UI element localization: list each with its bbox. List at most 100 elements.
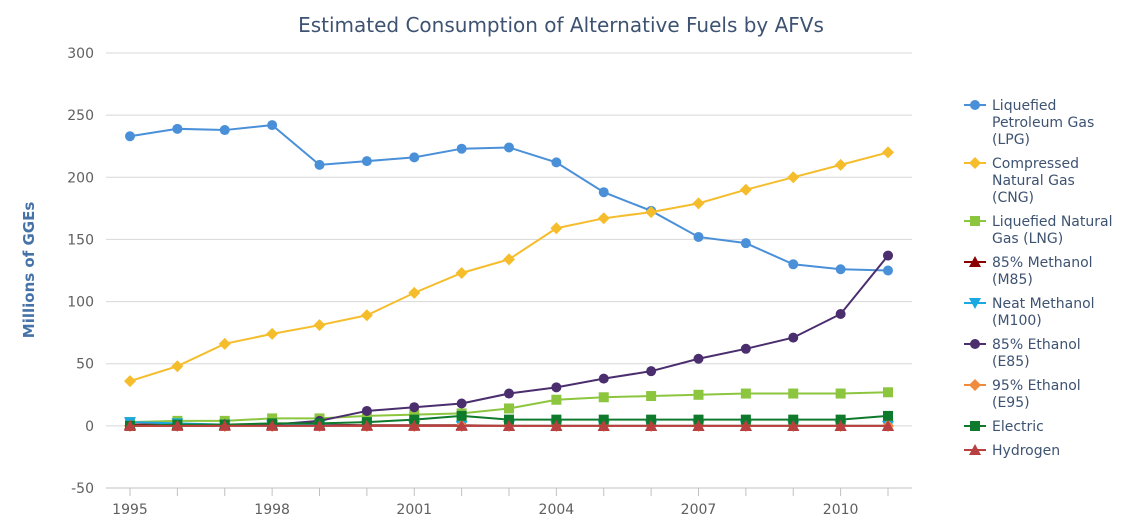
data-point: [361, 405, 372, 416]
data-point: [788, 414, 799, 425]
data-point: [313, 319, 326, 332]
data-point: [124, 375, 136, 388]
data-point: [883, 410, 893, 421]
legend-item[interactable]: Electric: [964, 419, 1044, 435]
data-point: [835, 414, 846, 425]
legend-label: Hydrogen: [992, 443, 1060, 459]
legend-label: 85% Methanol: [992, 255, 1093, 271]
chart-title: Estimated Consumption of Alternative Fue…: [298, 13, 824, 37]
y-tick-label: 100: [67, 295, 94, 311]
data-point: [171, 360, 184, 373]
data-point: [408, 286, 421, 299]
data-point: [360, 419, 373, 431]
legend-item[interactable]: 95% Ethanol(E95): [964, 378, 1081, 411]
data-point: [172, 123, 183, 134]
y-tick-label: 150: [67, 232, 94, 248]
x-tick-label: 2010: [823, 502, 859, 518]
data-point: [455, 419, 468, 431]
data-point: [218, 419, 231, 431]
data-point: [646, 391, 657, 402]
y-tick-labels: -50 0 50 100 150 200 250 300: [67, 46, 94, 497]
legend-label: Liquefied: [992, 98, 1056, 114]
data-point: [455, 266, 468, 279]
data-point: [313, 419, 326, 431]
legend-label: Petroleum Gas: [992, 115, 1094, 131]
data-point: [740, 414, 751, 425]
data-point: [693, 414, 704, 425]
data-point: [598, 187, 609, 198]
series-8: [124, 419, 894, 431]
data-point: [361, 156, 372, 167]
data-point: [788, 332, 799, 343]
legend-marker: [970, 100, 980, 110]
data-point: [504, 142, 514, 153]
data-point: [598, 414, 609, 425]
series-0: [125, 120, 893, 276]
legend-item[interactable]: 85% Ethanol(E85): [964, 337, 1081, 370]
data-point: [835, 309, 846, 319]
data-point: [835, 388, 846, 399]
y-tick-label: 300: [67, 46, 94, 62]
legend-label: (M100): [992, 313, 1042, 329]
data-point: [693, 389, 704, 400]
legend-marker: [969, 157, 981, 169]
data-point: [551, 382, 562, 393]
data-point: [503, 253, 515, 266]
legend-label: Compressed: [992, 156, 1079, 172]
legend-marker: [969, 444, 981, 455]
data-point: [550, 419, 563, 431]
legend-label: (LPG): [992, 132, 1030, 148]
legend-item[interactable]: Neat Methanol(M100): [964, 296, 1095, 329]
data-point: [551, 157, 562, 168]
data-point: [645, 206, 658, 219]
data-point: [456, 143, 467, 154]
data-point: [883, 265, 893, 276]
data-point: [550, 222, 563, 235]
data-point: [740, 343, 751, 354]
legend-marker: [969, 256, 981, 267]
legend-marker: [970, 421, 980, 431]
y-tick-label: 50: [76, 357, 94, 373]
legend-item[interactable]: Hydrogen: [964, 443, 1060, 459]
data-point: [598, 373, 609, 384]
data-point: [267, 120, 278, 131]
data-point: [692, 419, 705, 431]
y-axis-label: Millions of GGEs: [20, 202, 38, 339]
y-tick-label: 200: [67, 170, 94, 186]
y-tick-label: 250: [67, 108, 94, 124]
legend-label: (M85): [992, 272, 1033, 288]
data-point: [266, 419, 279, 431]
data-point: [646, 366, 657, 377]
data-point: [645, 419, 658, 431]
data-point: [314, 159, 325, 170]
data-point: [597, 212, 610, 225]
legend-marker: [970, 216, 980, 226]
legend-item[interactable]: 85% Methanol(M85): [964, 255, 1093, 288]
data-point: [551, 414, 562, 425]
data-point: [409, 152, 420, 163]
y-tick-label: -50: [71, 481, 94, 497]
data-point: [409, 402, 420, 413]
legend-label: Natural Gas: [992, 173, 1075, 189]
data-point: [692, 197, 705, 210]
data-point: [503, 419, 515, 431]
data-point: [360, 309, 373, 322]
data-point: [693, 231, 704, 242]
data-point: [551, 394, 562, 405]
data-point: [598, 392, 609, 403]
data-point: [219, 125, 230, 136]
data-point: [883, 387, 893, 398]
legend-label: 85% Ethanol: [992, 337, 1081, 353]
data-point: [504, 388, 514, 399]
data-point: [835, 264, 846, 275]
data-point: [882, 419, 894, 431]
data-point: [504, 414, 514, 425]
series-line: [129, 151, 889, 383]
legend-label: Liquefied Natural: [992, 214, 1112, 230]
data-point: [740, 388, 751, 399]
